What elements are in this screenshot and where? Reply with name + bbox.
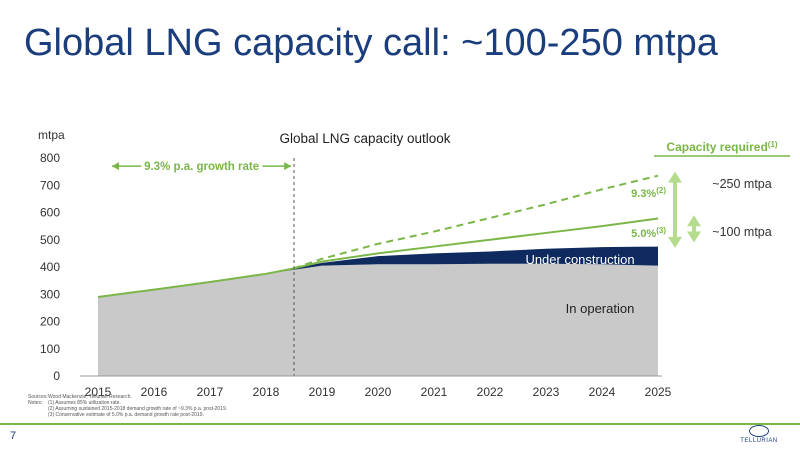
y-tick-label: 700 — [40, 178, 60, 192]
y-tick-label: 200 — [40, 315, 60, 329]
footnotes: Sources: Wood Mackenzie, Tellurian Resea… — [28, 394, 227, 418]
rate-superscript: (3) — [656, 226, 666, 235]
arrow-left-icon — [112, 162, 119, 171]
y-axis-label: mtpa — [38, 128, 65, 142]
x-tick-label: 2015 — [85, 385, 112, 399]
x-tick-label: 2018 — [253, 385, 280, 399]
x-tick-label: 2025 — [645, 385, 672, 399]
y-tick-label: 100 — [40, 342, 60, 356]
footnote-row: Notes: (1) Assumes 85% utilization rate. — [28, 400, 227, 406]
x-tick-label: 2017 — [197, 385, 224, 399]
rate-text: 5.0% — [631, 228, 656, 240]
footnote-row: (3) Conservative estimate of 5.0% p.a. d… — [28, 412, 227, 418]
label-5-0-percent: 5.0%(3) — [631, 226, 666, 240]
under-construction-label: Under construction — [525, 252, 634, 267]
historical-capacity-line — [97, 267, 295, 298]
chart-title: Global LNG capacity outlook — [279, 131, 450, 146]
arrow-right-icon — [284, 162, 292, 171]
y-tick-label: 500 — [40, 233, 60, 247]
x-tick-label: 2016 — [141, 385, 168, 399]
demand-line-5-0 — [293, 217, 659, 270]
x-tick-label: 2020 — [365, 385, 392, 399]
capacity-low-label: ~100 mtpa — [712, 225, 771, 239]
capacity-outlook-chart: 0 100 200 300 400 500 600 700 800 mtpa Global LNG … — [38, 128, 790, 399]
demand-line-9-3 — [293, 174, 659, 270]
x-tick-label: 2024 — [589, 385, 616, 399]
y-tick-label: 400 — [40, 260, 60, 274]
footnote-text: (1) Assumes 85% utilization rate. — [48, 400, 121, 406]
footer-divider — [0, 423, 800, 425]
footnote-text: Wood Mackenzie, Tellurian Research. — [48, 394, 132, 400]
capacity-high-label: ~250 mtpa — [712, 177, 771, 191]
tellurian-logo: TELLURIAN — [736, 425, 782, 447]
rate-superscript: (2) — [656, 186, 666, 195]
y-tick-label: 300 — [40, 287, 60, 301]
y-tick-label: 800 — [40, 151, 60, 165]
y-tick-label: 0 — [53, 369, 60, 383]
growth-rate-label: 9.3% p.a. growth rate — [144, 161, 259, 173]
slide-title: Global LNG capacity call: ~100-250 mtpa — [24, 22, 718, 64]
logo-ring-icon — [749, 425, 769, 437]
footnote-row: Sources: Wood Mackenzie, Tellurian Resea… — [28, 394, 227, 400]
label-9-3-percent: 9.3%(2) — [631, 186, 666, 200]
footnote-row: (2) Assuming sustained 2015-2018 demand … — [28, 406, 227, 412]
x-tick-label: 2021 — [421, 385, 448, 399]
rate-text: 9.3% — [631, 188, 656, 200]
area-in-operation — [98, 263, 658, 376]
page-number: 7 — [10, 430, 17, 442]
footnote-key: Notes: — [28, 400, 43, 406]
capacity-low-arrow-icon — [687, 215, 701, 243]
area-under-construction — [266, 246, 658, 274]
x-tick-label: 2022 — [477, 385, 504, 399]
x-tick-label: 2023 — [533, 385, 560, 399]
x-tick-label: 2019 — [309, 385, 336, 399]
in-operation-label: In operation — [566, 301, 635, 316]
footnote-key: Sources: — [28, 394, 48, 400]
footnote-text: (3) Conservative estimate of 5.0% p.a. d… — [48, 412, 204, 418]
footnote-key — [28, 412, 48, 418]
capacity-high-arrow-icon — [668, 171, 682, 248]
footnote-text: (2) Assuming sustained 2015-2018 demand … — [48, 406, 228, 412]
logo-text: TELLURIAN — [740, 438, 778, 444]
y-tick-label: 600 — [40, 206, 60, 220]
capacity-required-superscript: (1) — [768, 140, 778, 149]
capacity-required-text: Capacity required — [666, 140, 767, 154]
capacity-required-label: Capacity required(1) — [666, 140, 777, 154]
